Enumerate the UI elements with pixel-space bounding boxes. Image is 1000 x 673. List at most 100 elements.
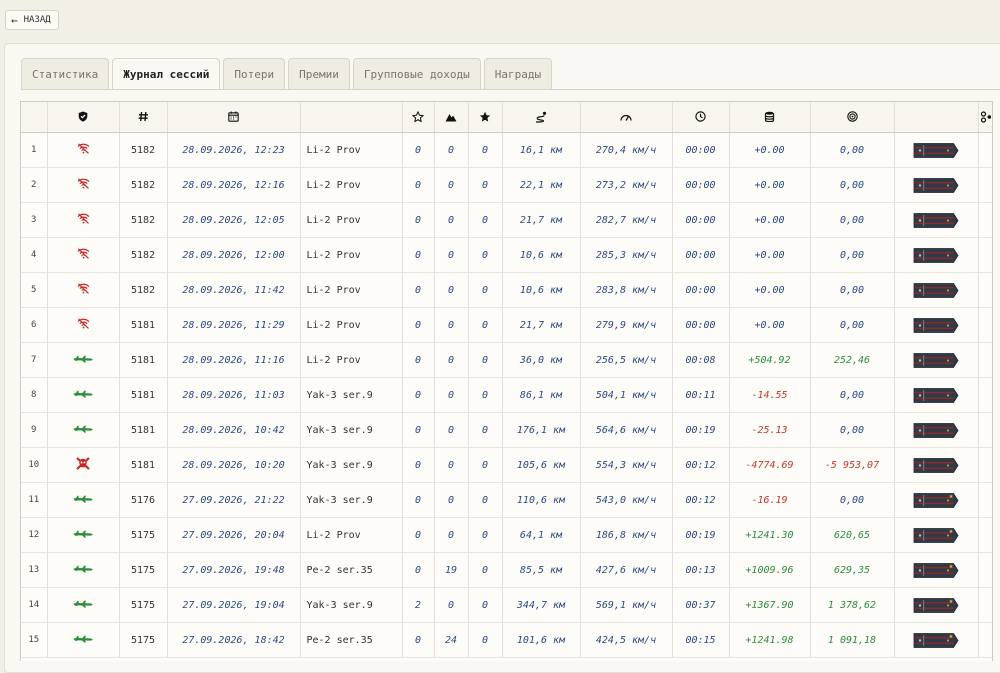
row-id: 5181: [119, 342, 168, 378]
cell-c2: 24: [444, 634, 458, 646]
cell-id: 5181: [130, 424, 156, 436]
back-button[interactable]: ← НАЗАД: [5, 10, 59, 30]
row-income: -4774.69: [729, 447, 811, 483]
row-stat-2: 0: [434, 237, 469, 273]
col-date[interactable]: [167, 102, 301, 133]
row-rank: [894, 272, 979, 308]
row-time: 00:00: [672, 202, 730, 238]
cell-id: 5181: [130, 459, 156, 471]
tab-group-income[interactable]: Групповые доходы: [352, 58, 481, 89]
cell-c2: 0: [447, 144, 455, 156]
row-id: 5175: [119, 622, 168, 658]
col-speed[interactable]: [580, 102, 673, 133]
row-aircraft: Li-2 Prov: [300, 272, 403, 308]
row-stat-2: 0: [434, 587, 469, 623]
row-time: 00:00: [672, 132, 730, 168]
col-id[interactable]: [119, 102, 168, 133]
row-time: 00:37: [672, 587, 730, 623]
row-speed: 256,5 км/ч: [580, 342, 673, 378]
table-row[interactable]: 7 5181 28.09.2026, 11:16 Li-2 Prov 0 0 0…: [21, 342, 992, 378]
table-row[interactable]: 8 5181 28.09.2026, 11:03 Yak-3 ser.9 0 0…: [21, 377, 992, 413]
row-extra: [978, 517, 992, 553]
table-row[interactable]: 14 5175 27.09.2026, 19:04 Yak-3 ser.9 2 …: [21, 587, 992, 623]
table-row[interactable]: 10 5181 28.09.2026, 10:20 Yak-3 ser.9 0 …: [21, 447, 992, 483]
col-settings[interactable]: [978, 102, 992, 133]
row-distance: 344,7 км: [502, 587, 581, 623]
tab-session-log[interactable]: Журнал сессий: [112, 58, 221, 90]
col-rank[interactable]: [894, 102, 979, 133]
row-score: 620,65: [810, 517, 895, 553]
cell-time: 00:00: [685, 144, 716, 156]
row-time: 00:19: [672, 412, 730, 448]
cell-c2: 0: [447, 249, 455, 261]
table-row[interactable]: 13 5175 27.09.2026, 19:48 Pe-2 ser.35 0 …: [21, 552, 992, 588]
row-score: 0,00: [810, 307, 895, 343]
table-row[interactable]: 3 5182 28.09.2026, 12:05 Li-2 Prov 0 0 0…: [21, 202, 992, 238]
row-score: 0,00: [810, 237, 895, 273]
table-row[interactable]: 11 5176 27.09.2026, 21:22 Yak-3 ser.9 0 …: [21, 482, 992, 518]
cell-date: 28.09.2026, 12:05: [182, 214, 285, 226]
col-star[interactable]: [468, 102, 503, 133]
tab-awards[interactable]: Награды: [483, 58, 553, 89]
row-id: 5182: [119, 132, 168, 168]
cell-c1: 0: [414, 144, 422, 156]
table-row[interactable]: 2 5182 28.09.2026, 12:16 Li-2 Prov 0 0 0…: [21, 167, 992, 203]
col-aircraft[interactable]: [300, 102, 403, 133]
col-distance[interactable]: [502, 102, 581, 133]
row-status: [47, 447, 120, 483]
table-row[interactable]: 15 5175 27.09.2026, 18:42 Pe-2 ser.35 0 …: [21, 622, 992, 658]
row-rank: [894, 447, 979, 483]
col-income[interactable]: [729, 102, 811, 133]
cell-c1: 0: [414, 319, 422, 331]
row-stat-3: 0: [468, 377, 503, 413]
table-row[interactable]: 5 5182 28.09.2026, 11:42 Li-2 Prov 0 0 0…: [21, 272, 992, 308]
table-row[interactable]: 1 5182 28.09.2026, 12:23 Li-2 Prov 0 0 0…: [21, 132, 992, 168]
settings-icon: [980, 111, 991, 123]
row-speed: 282,7 км/ч: [580, 202, 673, 238]
table-header: [21, 102, 992, 133]
cell-date: 28.09.2026, 11:29: [182, 319, 285, 331]
cell-income: -16.19: [751, 494, 788, 506]
tab-losses[interactable]: Потери: [223, 58, 286, 89]
cell-aircraft: Yak-3 ser.9: [306, 494, 373, 506]
table-row[interactable]: 4 5182 28.09.2026, 12:00 Li-2 Prov 0 0 0…: [21, 237, 992, 273]
cell-distance: 64,1 км: [519, 529, 563, 541]
cell-score: 1 091,18: [827, 634, 877, 646]
table-row[interactable]: 12 5175 27.09.2026, 20:04 Li-2 Prov 0 0 …: [21, 517, 992, 553]
cell-c1: 2: [414, 599, 422, 611]
cell-c3: 0: [481, 319, 489, 331]
row-distance: 86,1 км: [502, 377, 581, 413]
cell-distance: 10,6 км: [519, 249, 563, 261]
hash-icon: [138, 112, 148, 122]
tab-statistics[interactable]: Статистика: [21, 58, 110, 89]
row-status: [47, 272, 120, 308]
row-speed: 186,8 км/ч: [580, 517, 673, 553]
cell-time: 00:12: [685, 459, 716, 471]
row-date: 27.09.2026, 19:04: [167, 587, 301, 623]
table-row[interactable]: 9 5181 28.09.2026, 10:42 Yak-3 ser.9 0 0…: [21, 412, 992, 448]
row-extra: [978, 482, 992, 518]
cell-date: 28.09.2026, 12:23: [182, 144, 285, 156]
col-star-outline[interactable]: [402, 102, 435, 133]
row-rank: [894, 587, 979, 623]
star-outline-icon: [412, 111, 424, 123]
row-index: 7: [21, 342, 48, 378]
col-status[interactable]: [47, 102, 120, 133]
cell-time: 00:00: [685, 284, 716, 296]
row-aircraft: Li-2 Prov: [300, 307, 403, 343]
row-stat-3: 0: [468, 237, 503, 273]
row-id: 5175: [119, 587, 168, 623]
col-time[interactable]: [672, 102, 730, 133]
cell-n: 12: [28, 530, 40, 540]
cell-score: 0,00: [839, 389, 865, 401]
row-stat-1: 2: [402, 587, 435, 623]
col-mountains[interactable]: [434, 102, 469, 133]
row-score: 0,00: [810, 412, 895, 448]
col-score[interactable]: [810, 102, 895, 133]
row-aircraft: Pe-2 ser.35: [300, 552, 403, 588]
table-row[interactable]: 6 5181 28.09.2026, 11:29 Li-2 Prov 0 0 0…: [21, 307, 992, 343]
tab-bonuses[interactable]: Премии: [288, 58, 350, 89]
cell-speed: 554,3 км/ч: [595, 459, 657, 471]
cell-time: 00:13: [685, 564, 716, 576]
row-date: 28.09.2026, 12:16: [167, 167, 301, 203]
